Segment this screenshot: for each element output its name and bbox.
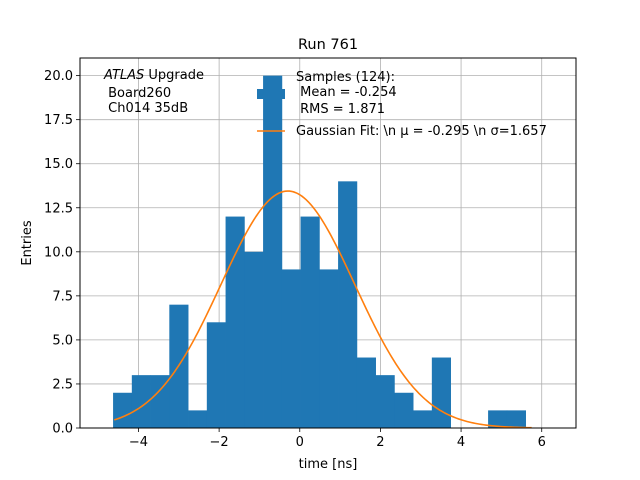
histogram-bar — [281, 269, 301, 428]
histogram-bar — [225, 216, 245, 428]
histogram-bar — [431, 357, 451, 428]
histogram-bar — [356, 357, 376, 428]
histogram-bar — [506, 410, 526, 428]
y-tick-label: 20.0 — [44, 69, 73, 84]
y-tick-label: 0.0 — [52, 422, 73, 437]
plot-frame — [79, 57, 577, 429]
y-tick-label: 7.5 — [52, 289, 73, 304]
histogram-bar — [394, 392, 414, 428]
x-tick-label: 2 — [376, 435, 384, 450]
y-tick-label: 15.0 — [44, 157, 73, 172]
legend: Samples (124): Mean = -0.254 RMS = 1.871… — [257, 70, 547, 139]
histogram-bar — [413, 410, 433, 428]
histogram-bar — [375, 375, 395, 428]
legend-samples-mean: Mean = -0.254 — [296, 85, 397, 100]
axis-ticks: −4 −2 0 2 4 6 0.0 2.5 5.0 7.5 10.0 12.5 15.0 17.5 20.0 — [44, 69, 546, 450]
annotation-block: ATLAS Upgrade Board260 Ch014 35dB — [103, 68, 204, 116]
x-tick-label: 6 — [538, 435, 546, 450]
histogram-bar — [319, 269, 339, 428]
y-tick-label: 17.5 — [44, 113, 73, 128]
y-tick-label: 5.0 — [52, 333, 73, 348]
histogram-bar — [263, 75, 283, 428]
x-tick-label: −4 — [129, 435, 148, 450]
histogram-bar — [488, 410, 508, 428]
upgrade-label: Upgrade — [144, 68, 204, 83]
histogram-bar — [150, 375, 170, 428]
histogram-bar — [300, 216, 320, 428]
histogram-bar — [338, 181, 358, 428]
x-tick-label: 0 — [296, 435, 304, 450]
gaussian-fit-curve — [114, 190, 532, 429]
histogram-bar — [113, 392, 133, 428]
x-tick-label: −2 — [210, 435, 229, 450]
histogram-bar — [188, 410, 208, 428]
legend-bar-swatch — [257, 89, 285, 99]
y-tick-label: 10.0 — [44, 245, 73, 260]
chart-title: Run 761 — [298, 37, 358, 53]
legend-samples-line-1: Samples (124): — [296, 70, 395, 85]
atlas-label: ATLAS — [103, 68, 144, 83]
legend-fit-text: Gaussian Fit: \n μ = -0.295 \n σ=1.657 — [296, 124, 547, 139]
histogram-bar — [206, 322, 226, 428]
annotation-line-1: ATLAS Upgrade — [103, 68, 204, 83]
annotation-channel: Ch014 35dB — [104, 101, 188, 116]
histogram-bar — [131, 375, 151, 428]
y-tick-label: 12.5 — [44, 201, 73, 216]
x-axis-label: time [ns] — [299, 457, 358, 472]
legend-samples-rms: RMS = 1.871 — [296, 102, 385, 117]
annotation-board: Board260 — [104, 86, 171, 101]
x-tick-label: 4 — [457, 435, 465, 450]
histogram-bar — [244, 251, 264, 428]
y-tick-label: 2.5 — [52, 377, 73, 392]
y-axis-label: Entries — [20, 220, 35, 266]
